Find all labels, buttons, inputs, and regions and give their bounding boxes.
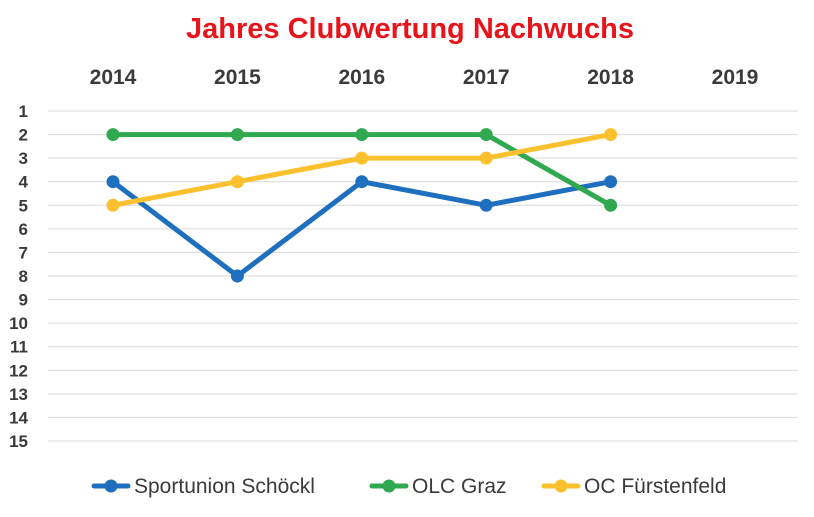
data-point (479, 128, 493, 142)
series-2 (106, 128, 618, 212)
y-tick-label: 11 (10, 338, 28, 357)
x-tick-label: 2015 (214, 66, 261, 89)
y-tick-label: 1 (19, 102, 28, 121)
data-point (230, 269, 244, 283)
data-point (479, 198, 493, 212)
legend-swatch-marker (382, 479, 396, 493)
data-point (106, 128, 120, 142)
legend-label: OLC Graz (412, 475, 507, 498)
x-tick-label: 2016 (338, 66, 385, 89)
series-1 (106, 128, 618, 212)
x-tick-label: 2017 (463, 66, 510, 89)
x-tick-label: 2014 (90, 66, 137, 89)
data-point (355, 151, 369, 165)
x-axis-ticks: 2014 2015 2016 2017 2018 2019 (90, 66, 759, 89)
legend: Sportunion Schöckl OLC Graz OC Fürstenfeld (91, 475, 726, 498)
data-point (230, 175, 244, 189)
data-point (355, 128, 369, 142)
legend-item: Sportunion Schöckl (91, 475, 315, 498)
data-point (604, 128, 618, 142)
x-tick-label: 2018 (587, 66, 634, 89)
y-tick-label: 14 (9, 408, 28, 427)
data-point (604, 175, 618, 189)
data-point (106, 175, 120, 189)
y-tick-label: 13 (9, 385, 28, 404)
legend-item: OC Fürstenfeld (541, 475, 726, 498)
legend-label: Sportunion Schöckl (134, 475, 315, 498)
legend-item: OLC Graz (369, 475, 507, 498)
legend-swatch-marker (104, 479, 118, 493)
data-point (230, 128, 244, 142)
y-tick-label: 15 (9, 432, 28, 451)
y-tick-label: 9 (19, 291, 28, 310)
series-0 (106, 175, 618, 283)
data-point (355, 175, 369, 189)
y-tick-label: 6 (19, 220, 28, 239)
series-lines (106, 128, 618, 283)
y-tick-label: 7 (19, 243, 28, 262)
data-point (106, 198, 120, 212)
chart-title: Jahres Clubwertung Nachwuchs (186, 13, 634, 45)
y-tick-label: 3 (19, 149, 28, 168)
x-tick-label: 2019 (712, 66, 759, 89)
y-tick-label: 10 (9, 314, 28, 333)
data-point (479, 151, 493, 165)
legend-label: OC Fürstenfeld (584, 475, 726, 498)
y-tick-label: 5 (19, 196, 28, 215)
data-point (604, 198, 618, 212)
legend-swatch-marker (554, 479, 568, 493)
y-tick-label: 12 (9, 361, 28, 380)
y-tick-label: 8 (19, 267, 28, 286)
y-tick-label: 4 (19, 173, 29, 192)
y-tick-label: 2 (19, 126, 28, 145)
